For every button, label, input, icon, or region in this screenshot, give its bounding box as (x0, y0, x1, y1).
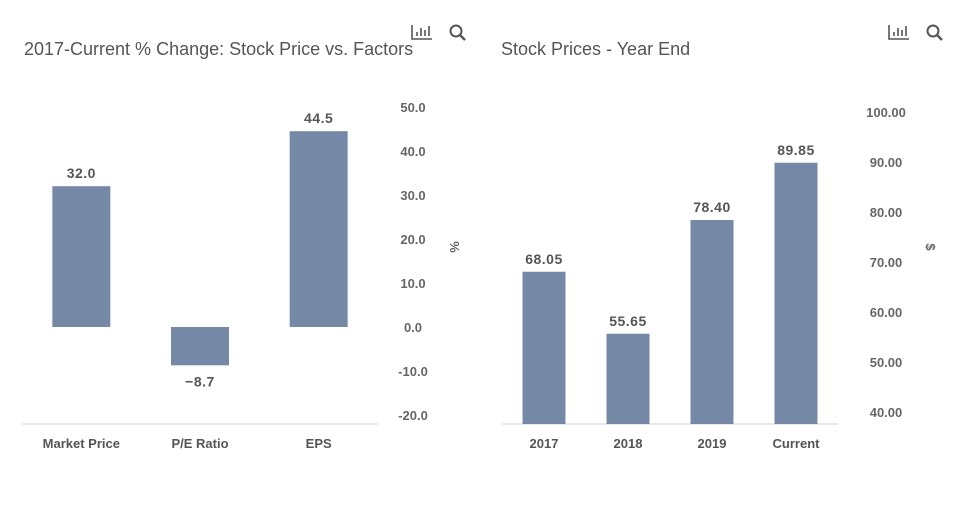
data-label: 68.05 (525, 251, 563, 267)
x-tick-label: Current (773, 436, 821, 451)
data-label: −8.7 (185, 373, 215, 389)
search-icon[interactable] (449, 24, 463, 38)
x-tick-label: 2018 (614, 436, 643, 451)
data-label: 32.0 (67, 165, 96, 181)
x-tick-label: P/E Ratio (171, 436, 228, 451)
x-tick-label: 2017 (530, 436, 559, 451)
y-tick-label: 90.00 (870, 155, 903, 170)
bar (52, 186, 111, 327)
y-tick-label: -20.0 (398, 408, 428, 423)
bar (171, 327, 229, 366)
y-tick-label: 50.0 (400, 100, 425, 115)
bar (690, 220, 734, 424)
y-tick-label: 80.00 (870, 205, 903, 220)
bar (774, 162, 818, 424)
data-label: 44.5 (304, 110, 333, 126)
y-axis-label: % (447, 241, 462, 253)
bar-chart-icon[interactable] (411, 25, 432, 40)
y-tick-label: 10.0 (400, 276, 425, 291)
x-tick-label: Market Price (43, 436, 120, 451)
data-label: 78.40 (693, 199, 731, 215)
y-tick-label: 40.00 (870, 405, 903, 420)
y-tick-label: -10.0 (398, 364, 428, 379)
chart-title: 2017-Current % Change: Stock Price vs. F… (24, 39, 413, 59)
data-label: 55.65 (609, 313, 647, 329)
search-icon-handle[interactable] (936, 34, 943, 41)
y-tick-label: 40.0 (400, 144, 425, 159)
y-tick-label: 0.0 (404, 320, 422, 335)
bar (522, 271, 566, 424)
search-icon-handle[interactable] (459, 34, 466, 41)
y-tick-label: 100.00 (866, 105, 906, 120)
x-tick-label: 2019 (698, 436, 727, 451)
y-tick-label: 60.00 (870, 305, 903, 320)
bar (289, 131, 348, 327)
y-tick-label: 70.00 (870, 255, 903, 270)
bar-chart-icon[interactable] (888, 25, 909, 40)
y-axis-label: $ (923, 243, 938, 251)
data-label: 89.85 (777, 142, 815, 158)
search-icon[interactable] (926, 24, 940, 38)
chart-title: Stock Prices - Year End (501, 39, 690, 59)
bar (606, 333, 650, 424)
y-tick-label: 30.0 (400, 188, 425, 203)
y-tick-label: 50.00 (870, 355, 903, 370)
x-tick-label: EPS (306, 436, 332, 451)
y-tick-label: 20.0 (400, 232, 425, 247)
